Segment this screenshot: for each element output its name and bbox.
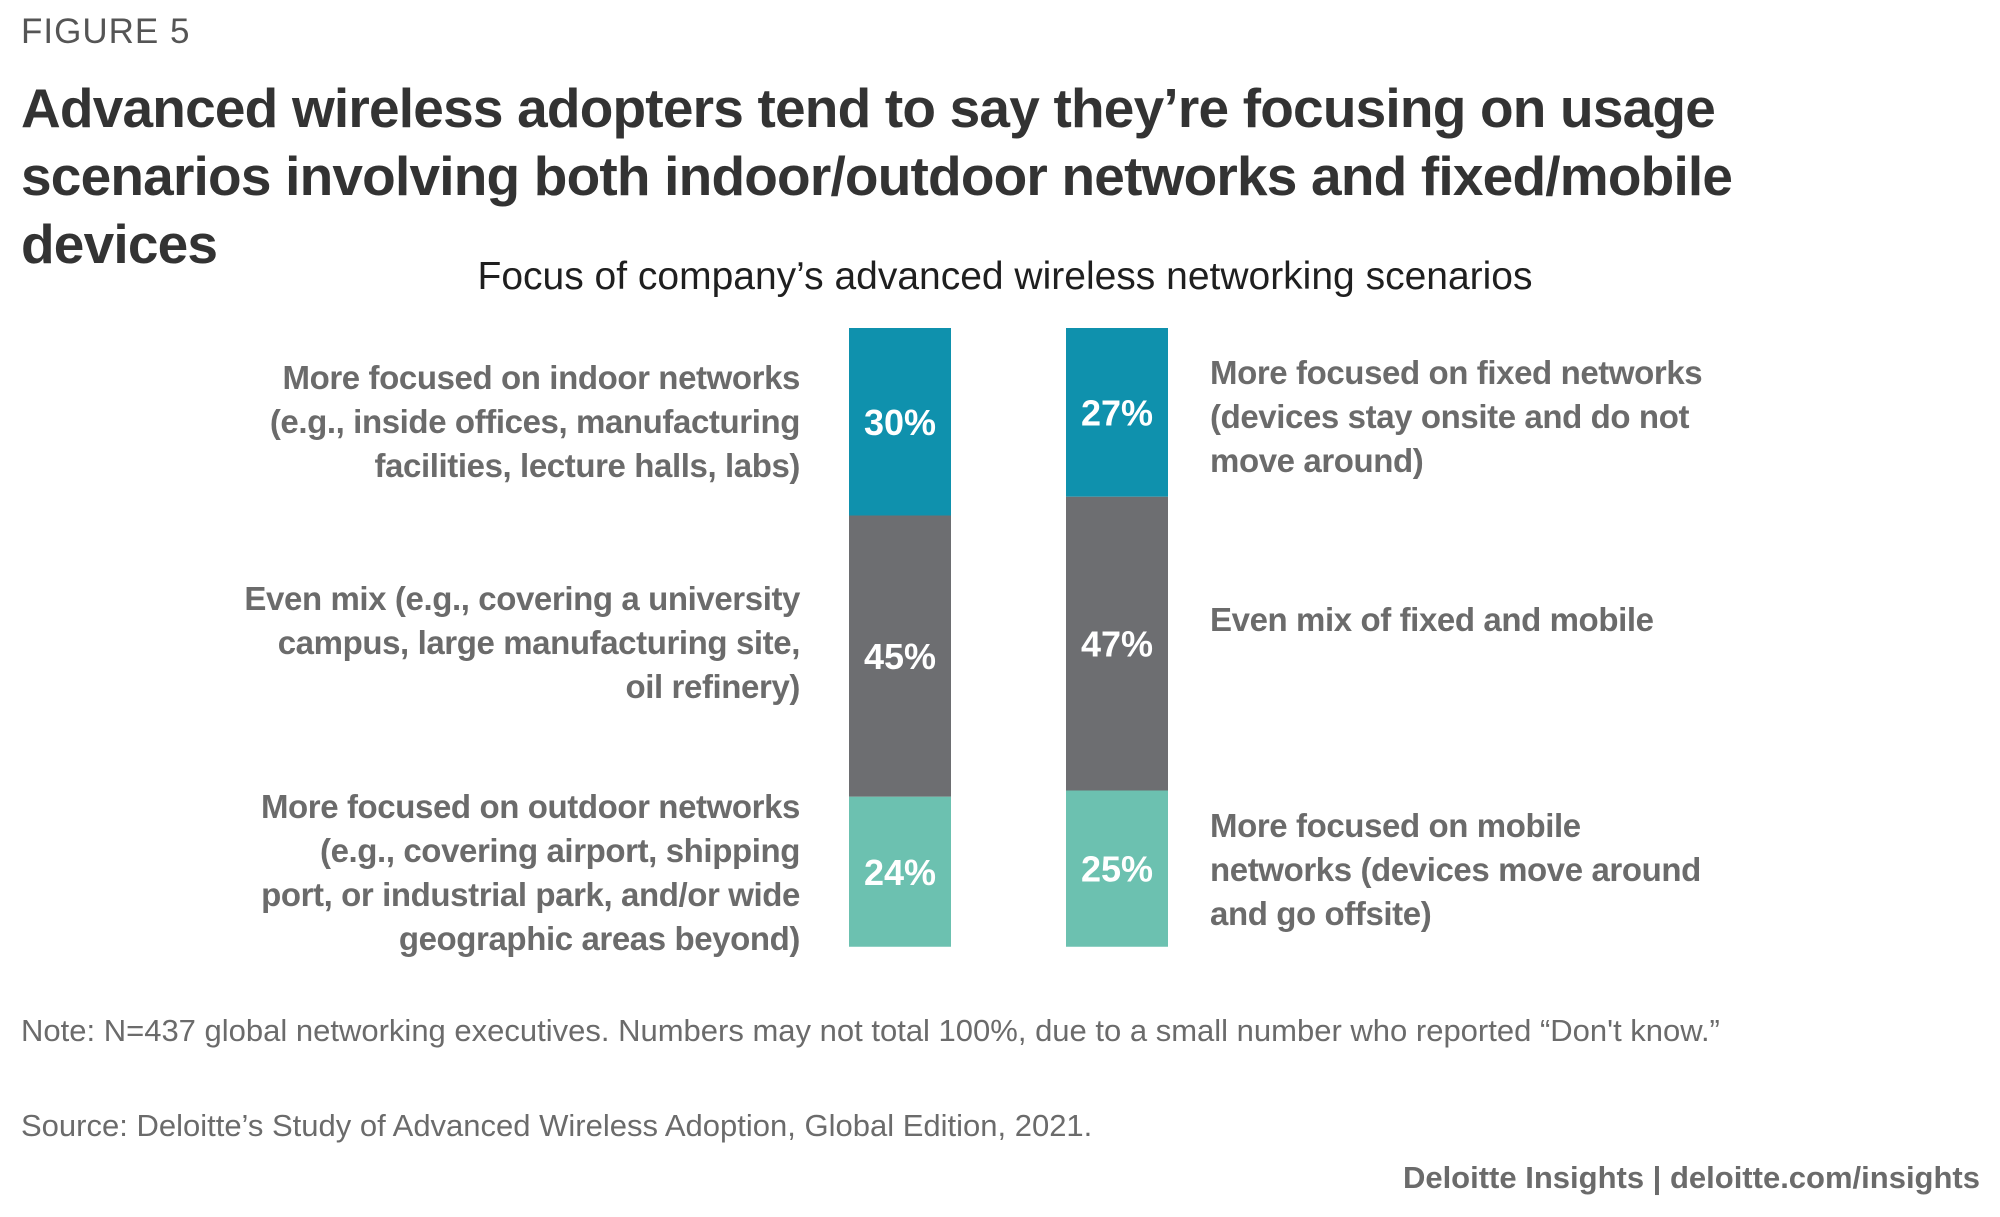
left-label-outdoor: More focused on outdoor networks (e.g., … [260,788,800,957]
chart-title: Focus of company’s advanced wireless net… [477,255,1533,298]
chart-source: Source: Deloitte’s Study of Advanced Wir… [21,1108,1093,1143]
bar-1-value-label-indoor: 30% [864,402,936,443]
bar-2-segment-mobile [1066,790,1168,947]
bar-1-segment-indoor [849,328,951,516]
right-label-mobile: More focused on mobile networks (devices… [1210,807,1701,932]
bar-1-value-label-even-mix: 45% [864,636,936,677]
bar-2-value-label-even-mix: 47% [1081,624,1153,665]
figure-label: FIGURE 5 [21,12,191,51]
bar-2-value-label-mobile: 25% [1081,849,1153,890]
bar-1-value-label-outdoor: 24% [864,852,936,893]
right-label-fixed: More focused on fixed networks (devices … [1210,354,1703,479]
bar-2-segment-even-mix [1066,496,1168,791]
bar-2-value-label-fixed: 27% [1081,392,1153,433]
left-label-indoor: More focused on indoor networks (e.g., i… [269,359,801,484]
branding-footer: Deloitte Insights | deloitte.com/insight… [1402,1160,1980,1195]
bar-1-segment-even-mix [849,515,951,797]
chart-note: Note: N=437 global networking executives… [21,1013,1720,1048]
bar-2-segment-fixed [1066,328,1168,497]
left-label-even-mix: Even mix (e.g., covering a university ca… [244,580,800,705]
chart-headline: Advanced wireless adopters tend to say t… [21,77,1733,275]
right-label-even-mix: Even mix of fixed and mobile [1210,601,1654,638]
bar-1-segment-outdoor [849,796,951,947]
